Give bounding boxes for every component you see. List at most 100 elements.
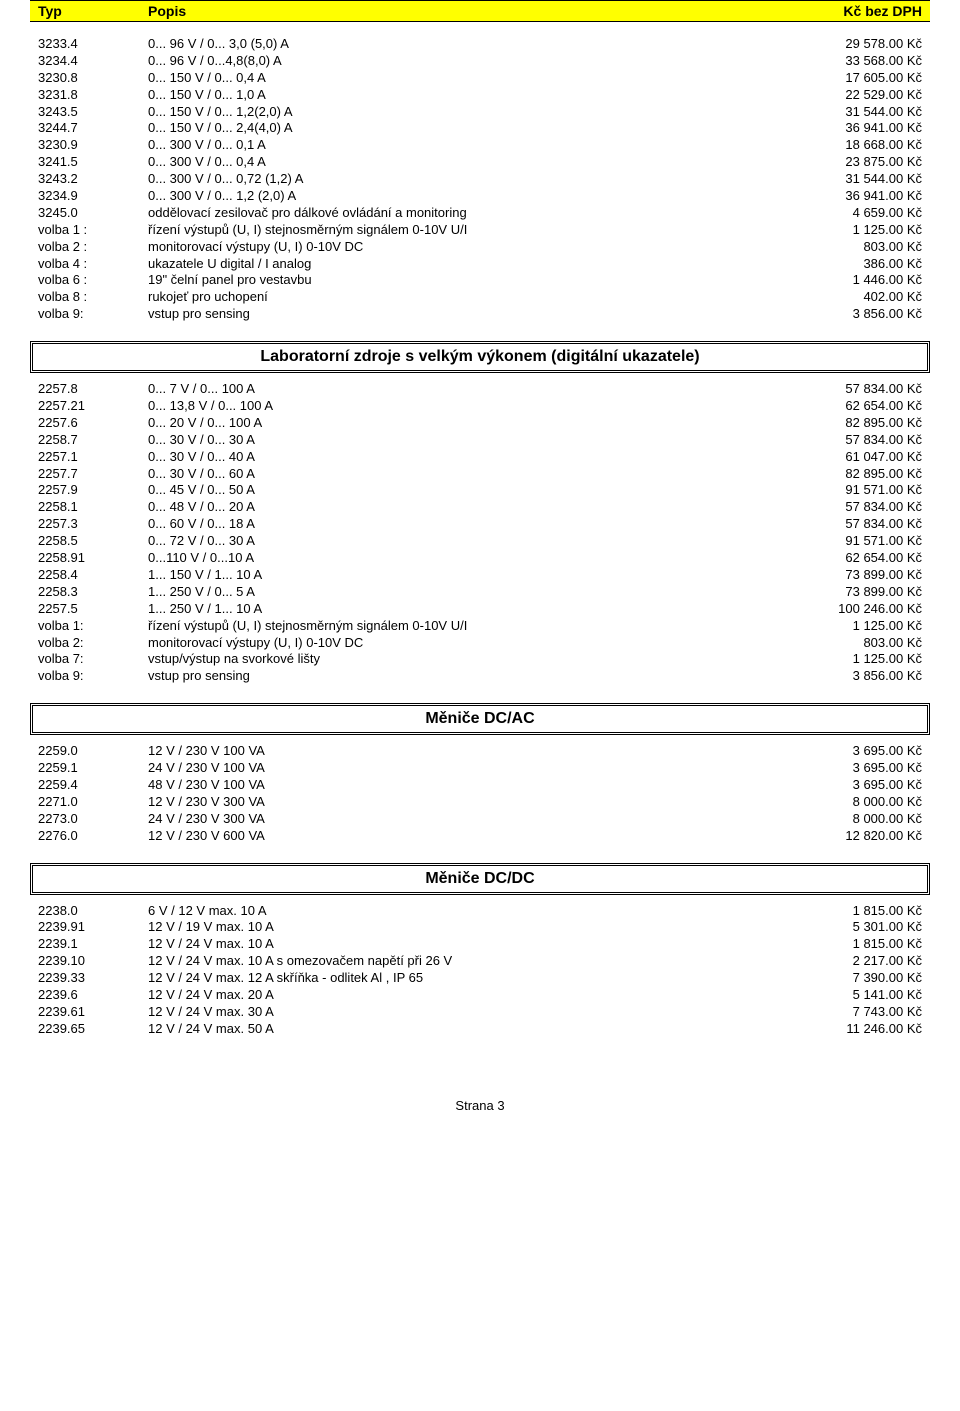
cell-price: 31 544.00 Kč: [792, 171, 922, 188]
cell-typ: volba 2 :: [38, 239, 148, 256]
cell-price: 29 578.00 Kč: [792, 36, 922, 53]
table-row: 3234.90... 300 V / 0... 1,2 (2,0) A36 94…: [30, 188, 930, 205]
cell-typ: 3243.5: [38, 104, 148, 121]
table-row: 3241.50... 300 V / 0... 0,4 A23 875.00 K…: [30, 154, 930, 171]
cell-typ: 3230.9: [38, 137, 148, 154]
cell-price: 31 544.00 Kč: [792, 104, 922, 121]
table-row: volba 4 :ukazatele U digital / I analog3…: [30, 256, 930, 273]
cell-typ: 3233.4: [38, 36, 148, 53]
cell-typ: 2258.91: [38, 550, 148, 567]
cell-popis: monitorovací výstupy (U, I) 0-10V DC: [148, 239, 792, 256]
cell-popis: 1... 250 V / 1... 10 A: [148, 601, 792, 618]
cell-typ: 2259.1: [38, 760, 148, 777]
cell-price: 82 895.00 Kč: [792, 415, 922, 432]
cell-price: 17 605.00 Kč: [792, 70, 922, 87]
cell-price: 57 834.00 Kč: [792, 432, 922, 449]
table-row: 2239.612 V / 24 V max. 20 A5 141.00 Kč: [30, 987, 930, 1004]
cell-price: 3 695.00 Kč: [792, 743, 922, 760]
cell-typ: 2239.33: [38, 970, 148, 987]
cell-popis: 12 V / 24 V max. 30 A: [148, 1004, 792, 1021]
cell-typ: 2258.1: [38, 499, 148, 516]
cell-typ: volba 9:: [38, 668, 148, 685]
cell-popis: 0... 30 V / 0... 30 A: [148, 432, 792, 449]
cell-popis: 1... 150 V / 1... 10 A: [148, 567, 792, 584]
cell-popis: 0... 300 V / 0... 0,4 A: [148, 154, 792, 171]
cell-popis: 24 V / 230 V 100 VA: [148, 760, 792, 777]
cell-price: 1 125.00 Kč: [792, 618, 922, 635]
table-row: 2258.910...110 V / 0...10 A62 654.00 Kč: [30, 550, 930, 567]
table-row: 2239.6112 V / 24 V max. 30 A7 743.00 Kč: [30, 1004, 930, 1021]
cell-typ: 2276.0: [38, 828, 148, 845]
cell-popis: vstup/výstup na svorkové lišty: [148, 651, 792, 668]
cell-popis: 12 V / 24 V max. 12 A skříňka - odlitek …: [148, 970, 792, 987]
cell-typ: volba 4 :: [38, 256, 148, 273]
cell-typ: 3234.9: [38, 188, 148, 205]
cell-typ: 2258.3: [38, 584, 148, 601]
cell-typ: 2258.5: [38, 533, 148, 550]
table-row: 2273.024 V / 230 V 300 VA8 000.00 Kč: [30, 811, 930, 828]
cell-popis: 0... 150 V / 0... 0,4 A: [148, 70, 792, 87]
cell-popis: 0... 300 V / 0... 0,1 A: [148, 137, 792, 154]
cell-typ: volba 2:: [38, 635, 148, 652]
table-row: 3234.40... 96 V / 0...4,8(8,0) A33 568.0…: [30, 53, 930, 70]
cell-typ: 2257.5: [38, 601, 148, 618]
table-row: 2257.80... 7 V / 0... 100 A57 834.00 Kč: [30, 381, 930, 398]
cell-price: 8 000.00 Kč: [792, 794, 922, 811]
cell-typ: 2257.9: [38, 482, 148, 499]
table-row: 2257.90... 45 V / 0... 50 A91 571.00 Kč: [30, 482, 930, 499]
header-typ: Typ: [38, 3, 148, 19]
cell-typ: 3245.0: [38, 205, 148, 222]
table-row: 2276.012 V / 230 V 600 VA12 820.00 Kč: [30, 828, 930, 845]
cell-price: 22 529.00 Kč: [792, 87, 922, 104]
block-4: 2238.06 V / 12 V max. 10 A1 815.00 Kč223…: [30, 903, 930, 1038]
cell-popis: 0... 150 V / 0... 2,4(4,0) A: [148, 120, 792, 137]
cell-price: 57 834.00 Kč: [792, 499, 922, 516]
cell-price: 62 654.00 Kč: [792, 550, 922, 567]
table-row: volba 2:monitorovací výstupy (U, I) 0-10…: [30, 635, 930, 652]
cell-price: 82 895.00 Kč: [792, 466, 922, 483]
table-row: volba 9:vstup pro sensing3 856.00 Kč: [30, 668, 930, 685]
cell-price: 62 654.00 Kč: [792, 398, 922, 415]
cell-price: 3 695.00 Kč: [792, 760, 922, 777]
cell-popis: 0...110 V / 0...10 A: [148, 550, 792, 567]
section-header-lab: Laboratorní zdroje s velkým výkonem (dig…: [30, 341, 930, 373]
cell-price: 3 856.00 Kč: [792, 668, 922, 685]
cell-typ: 2239.6: [38, 987, 148, 1004]
cell-typ: volba 9:: [38, 306, 148, 323]
cell-price: 3 856.00 Kč: [792, 306, 922, 323]
table-row: 3243.20... 300 V / 0... 0,72 (1,2) A31 5…: [30, 171, 930, 188]
cell-popis: 0... 48 V / 0... 20 A: [148, 499, 792, 516]
table-row: 2257.51... 250 V / 1... 10 A100 246.00 K…: [30, 601, 930, 618]
table-row: 2258.10... 48 V / 0... 20 A57 834.00 Kč: [30, 499, 930, 516]
cell-popis: 12 V / 19 V max. 10 A: [148, 919, 792, 936]
cell-popis: 0... 30 V / 0... 40 A: [148, 449, 792, 466]
cell-popis: 0... 150 V / 0... 1,0 A: [148, 87, 792, 104]
cell-popis: vstup pro sensing: [148, 306, 792, 323]
cell-popis: monitorovací výstupy (U, I) 0-10V DC: [148, 635, 792, 652]
cell-price: 5 141.00 Kč: [792, 987, 922, 1004]
cell-typ: 2257.21: [38, 398, 148, 415]
cell-popis: 0... 300 V / 0... 0,72 (1,2) A: [148, 171, 792, 188]
cell-price: 33 568.00 Kč: [792, 53, 922, 70]
cell-typ: 2257.7: [38, 466, 148, 483]
table-header: Typ Popis Kč bez DPH: [30, 0, 930, 22]
cell-price: 803.00 Kč: [792, 635, 922, 652]
table-row: 2239.9112 V / 19 V max. 10 A5 301.00 Kč: [30, 919, 930, 936]
cell-price: 91 571.00 Kč: [792, 482, 922, 499]
cell-typ: 2257.6: [38, 415, 148, 432]
cell-price: 11 246.00 Kč: [792, 1021, 922, 1038]
cell-price: 36 941.00 Kč: [792, 120, 922, 137]
table-row: 2257.10... 30 V / 0... 40 A61 047.00 Kč: [30, 449, 930, 466]
table-row: 2239.112 V / 24 V max. 10 A1 815.00 Kč: [30, 936, 930, 953]
cell-popis: 0... 30 V / 0... 60 A: [148, 466, 792, 483]
section-header-dcdc: Měniče DC/DC: [30, 863, 930, 895]
cell-popis: 0... 96 V / 0...4,8(8,0) A: [148, 53, 792, 70]
cell-price: 36 941.00 Kč: [792, 188, 922, 205]
table-row: 2258.70... 30 V / 0... 30 A57 834.00 Kč: [30, 432, 930, 449]
table-row: 2258.50... 72 V / 0... 30 A91 571.00 Kč: [30, 533, 930, 550]
table-row: 2257.60... 20 V / 0... 100 A82 895.00 Kč: [30, 415, 930, 432]
cell-typ: 2259.0: [38, 743, 148, 760]
cell-price: 12 820.00 Kč: [792, 828, 922, 845]
table-row: 2271.012 V / 230 V 300 VA8 000.00 Kč: [30, 794, 930, 811]
cell-typ: 2239.91: [38, 919, 148, 936]
